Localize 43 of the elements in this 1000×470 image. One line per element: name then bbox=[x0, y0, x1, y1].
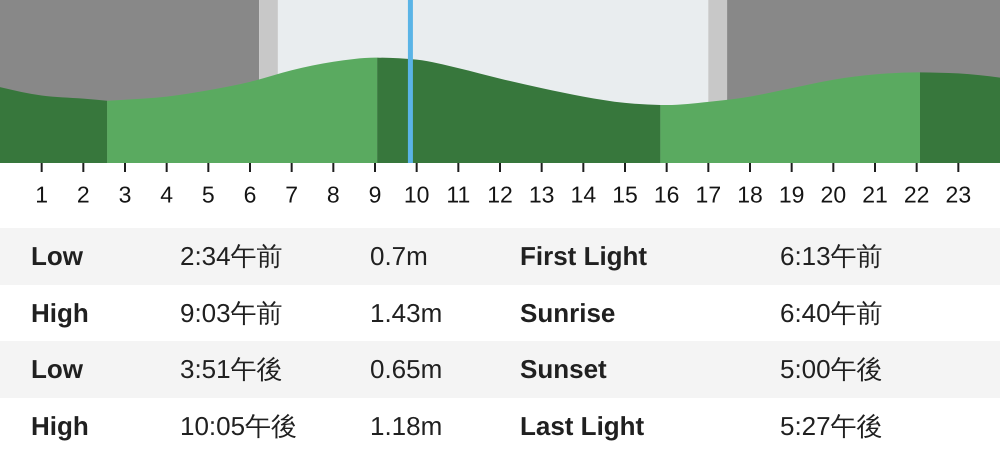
x-tick-label: 3 bbox=[118, 181, 132, 208]
text: 10:05午後 bbox=[180, 410, 298, 442]
x-tick-label: 14 bbox=[570, 181, 596, 208]
text: Low bbox=[31, 353, 83, 386]
text: 0.7m bbox=[370, 240, 428, 273]
x-tick-label: 19 bbox=[778, 181, 804, 208]
x-tick-label: 5 bbox=[202, 181, 215, 208]
x-tick-label: 10 bbox=[404, 181, 430, 208]
text: 3:51午後 bbox=[180, 353, 283, 386]
x-tick-label: 6 bbox=[244, 181, 256, 208]
text: 5:27午後 bbox=[780, 410, 883, 442]
x-tick-label: 13 bbox=[528, 181, 554, 208]
text: Last Light bbox=[520, 410, 644, 442]
x-tick-label: 16 bbox=[654, 181, 680, 208]
text: 1.18m bbox=[370, 410, 442, 442]
x-tick-label: 8 bbox=[326, 181, 340, 208]
x-tick-label: 15 bbox=[612, 181, 638, 208]
text: First Light bbox=[520, 240, 648, 273]
x-tick-label: 11 bbox=[446, 181, 470, 208]
text: 2:34午前 bbox=[180, 240, 283, 273]
x-tick-label: 21 bbox=[862, 181, 888, 208]
text: 1.43m bbox=[370, 296, 442, 330]
text: High bbox=[31, 410, 89, 442]
x-tick-label: 18 bbox=[737, 181, 763, 208]
x-tick-label: 20 bbox=[820, 181, 846, 208]
x-tick-label: 9 bbox=[368, 181, 382, 208]
x-tick-label: 22 bbox=[904, 181, 930, 208]
text: 0.65m bbox=[370, 353, 442, 386]
text: High bbox=[31, 296, 89, 330]
text: 9:03午前 bbox=[180, 296, 283, 330]
x-tick-label: 4 bbox=[160, 181, 174, 208]
text: 6:40午前 bbox=[780, 296, 883, 330]
x-tick-label: 23 bbox=[946, 181, 972, 208]
text: Sunset bbox=[520, 353, 607, 386]
x-tick-label: 2 bbox=[76, 181, 90, 208]
x-tick-label: 1 bbox=[35, 181, 48, 208]
text: Low bbox=[31, 240, 83, 273]
x-tick-label: 7 bbox=[285, 181, 298, 208]
x-tick-label: 17 bbox=[696, 181, 722, 208]
text: Sunrise bbox=[520, 296, 616, 330]
x-tick-label: 12 bbox=[487, 181, 513, 208]
text: 5:00午後 bbox=[780, 353, 883, 386]
text: 6:13午前 bbox=[780, 240, 883, 273]
